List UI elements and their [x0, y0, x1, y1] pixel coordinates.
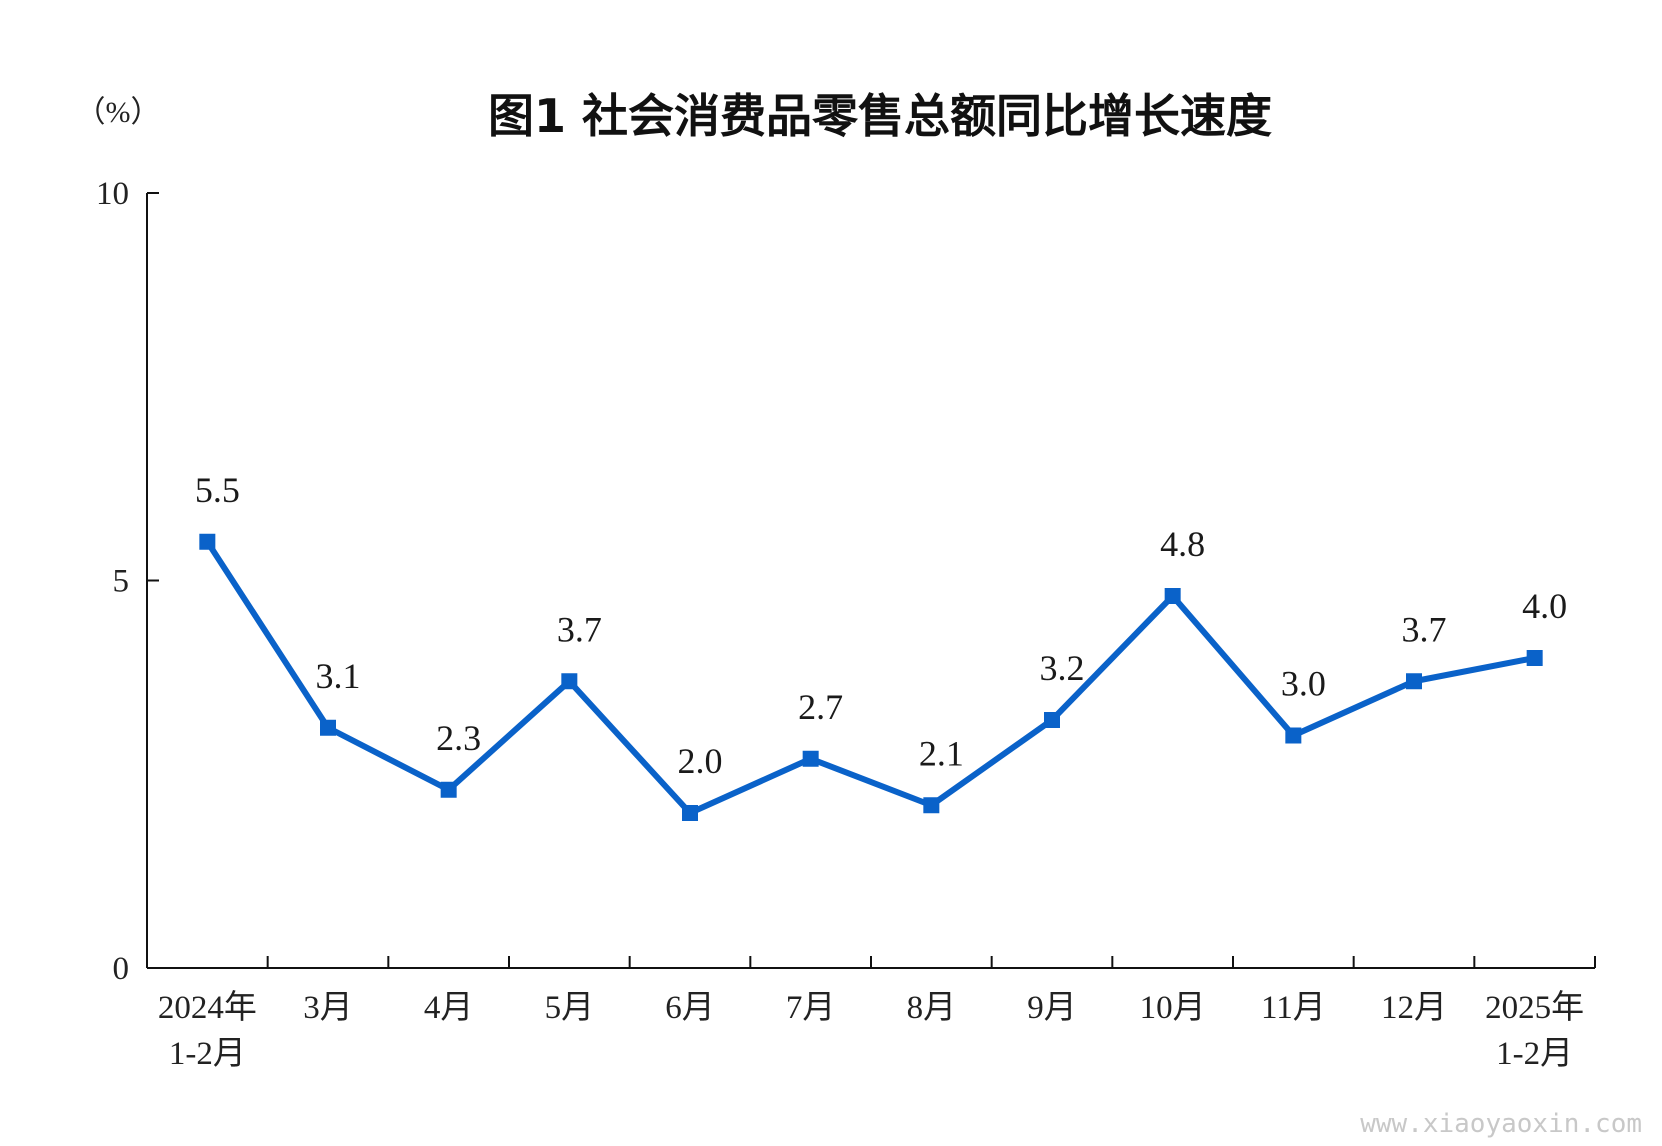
data-point-marker [1164, 588, 1181, 604]
data-label: 2.7 [798, 687, 843, 727]
x-tick-label: 11月 [1261, 990, 1326, 1026]
data-point-marker [682, 805, 698, 821]
data-label: 3.1 [316, 656, 361, 696]
x-tick-label: 9月 [1027, 990, 1077, 1026]
x-tick-label: 7月 [786, 990, 836, 1026]
x-tick-label: 2024年 [158, 989, 257, 1026]
data-label: 3.7 [557, 609, 602, 649]
x-tick-label: 10月 [1140, 990, 1206, 1026]
data-label: 3.2 [1040, 648, 1085, 688]
data-point-marker [440, 781, 457, 798]
y-tick-label: 10 [96, 176, 129, 212]
data-point-marker [923, 797, 940, 814]
data-label: 4.8 [1160, 524, 1205, 564]
x-tick-label: 3月 [303, 990, 353, 1026]
data-point-marker [1285, 727, 1302, 744]
x-tick-label: 1-2月 [1496, 1036, 1573, 1072]
y-axis-ticks: 0 5 10 [96, 176, 159, 987]
data-label: 3.7 [1402, 609, 1447, 649]
x-tick-label: 12月 [1381, 990, 1447, 1026]
x-tick-label: 1-2月 [169, 1036, 246, 1072]
data-point-marker [1526, 650, 1543, 666]
series-group [199, 533, 1543, 821]
data-label: 5.5 [195, 470, 240, 510]
y-tick-label: 0 [113, 951, 130, 987]
data-point-marker [1406, 673, 1422, 690]
data-label: 2.1 [919, 733, 964, 773]
x-tick-label: 4月 [424, 990, 474, 1026]
data-point-marker [320, 719, 336, 736]
data-label: 4.0 [1522, 586, 1567, 626]
data-label: 3.0 [1281, 664, 1326, 704]
x-tick-label: 2025年 [1485, 989, 1584, 1026]
chart-title: 图1 社会消费品零售总额同比增长速度 [488, 89, 1272, 143]
data-point-marker [802, 750, 819, 767]
y-tick-label: 5 [113, 564, 130, 600]
y-axis-unit-label: （%） [76, 96, 161, 129]
x-tick-label: 6月 [665, 990, 715, 1026]
data-labels: 5.5 3.1 2.3 3.7 2.0 2.7 2.1 3.2 4.8 3.0 3.7 4.0 [195, 470, 1567, 781]
data-label: 2.0 [678, 741, 723, 781]
x-tick-label: 8月 [907, 990, 957, 1026]
data-label: 2.3 [436, 718, 481, 758]
data-point-marker [1044, 712, 1060, 728]
x-tick-label: 5月 [545, 990, 595, 1026]
watermark: www.xiaoyaoxin.com [1360, 1109, 1642, 1139]
x-axis-ticks: 2024年 1-2月 3月 4月 5月 6月 7月 8月 9月 10月 11月 12月 2025年 1-2… [158, 956, 1596, 1072]
series-line [204, 538, 1538, 816]
data-point-marker [199, 533, 216, 550]
chart-axes [146, 193, 1595, 969]
data-point-marker [561, 673, 578, 690]
